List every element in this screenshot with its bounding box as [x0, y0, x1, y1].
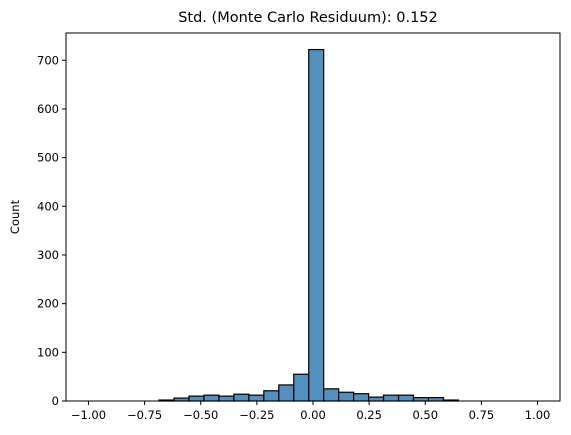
histogram-bar [353, 393, 370, 402]
histogram-bar [427, 396, 445, 402]
x-tick-label: −0.25 [239, 408, 274, 422]
x-axis-ticks: −1.00 −0.75 −0.50 −0.25 0.00 0.25 0.50 0.75 1.00 [71, 401, 551, 422]
y-tick-label: 0 [52, 394, 59, 408]
x-tick-label: −1.00 [71, 408, 106, 422]
y-tick-label: 700 [37, 53, 59, 67]
histogram-bar [382, 394, 400, 402]
y-tick-label: 600 [37, 102, 59, 116]
histogram-bar [293, 373, 310, 402]
y-tick-label: 100 [37, 345, 59, 359]
chart-title: Std. (Monte Carlo Residuum): 0.152 [178, 10, 438, 26]
histogram-bar [368, 396, 385, 402]
histogram-bar [323, 388, 340, 402]
x-tick-label: −0.75 [127, 408, 162, 422]
y-axis-label: Count [8, 199, 22, 234]
histogram-bar [412, 396, 430, 402]
x-tick-label: 1.00 [525, 408, 551, 422]
histogram-bar [397, 394, 415, 402]
x-tick-label: −0.50 [183, 408, 218, 422]
x-tick-label: 0.00 [300, 408, 326, 422]
histogram-bar [338, 391, 355, 402]
histogram-bar [188, 395, 205, 402]
x-tick-label: 0.50 [412, 408, 438, 422]
y-tick-label: 300 [37, 248, 59, 262]
plot-frame [65, 32, 561, 402]
histogram-bar [218, 395, 235, 402]
histogram-bar [278, 384, 295, 402]
x-tick-label: 0.75 [469, 408, 495, 422]
x-tick-label: 0.25 [356, 408, 382, 422]
y-tick-label: 200 [37, 297, 59, 311]
histogram-bar [248, 394, 265, 402]
bars-group [158, 48, 460, 402]
histogram-bar [233, 393, 250, 402]
y-tick-label: 500 [37, 151, 59, 165]
y-tick-label: 400 [37, 199, 59, 213]
histogram-bar [203, 394, 220, 402]
histogram-bar [263, 390, 280, 402]
histogram-bar [308, 48, 325, 402]
y-axis-ticks: 0 100 200 300 400 500 600 700 [37, 53, 66, 408]
